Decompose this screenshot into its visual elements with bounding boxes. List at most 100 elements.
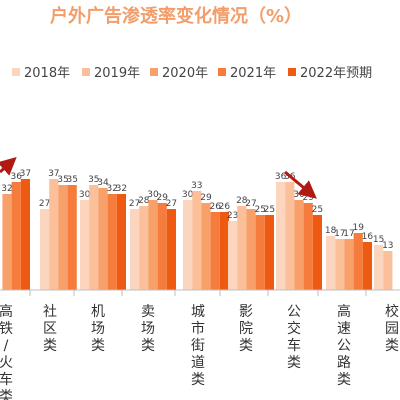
data-label-6-0: 36 <box>275 172 287 182</box>
trend-arrow-up <box>0 156 17 176</box>
legend-label-2: 2020年 <box>162 66 208 81</box>
bar-1-1 <box>49 179 59 290</box>
data-label-5-1: 28 <box>236 196 248 206</box>
legend-swatch-1 <box>82 68 90 76</box>
bar-8-0 <box>374 245 384 290</box>
bar-7-0 <box>326 236 336 290</box>
data-label-2-1: 35 <box>88 175 99 185</box>
legend-label-4: 2022年预期 <box>300 66 372 81</box>
bar-2-4 <box>116 194 126 290</box>
data-label-3-4: 27 <box>166 199 177 209</box>
bar-3-2 <box>148 200 158 290</box>
legend-swatch-4 <box>288 68 296 76</box>
data-label-2-3: 32 <box>106 184 117 194</box>
annotations <box>0 156 317 199</box>
bar-4-3 <box>210 212 220 290</box>
data-label-3-1: 28 <box>138 196 150 206</box>
bar-5-2 <box>246 209 256 290</box>
data-label-7-4: 16 <box>362 232 374 242</box>
data-label-2-2: 34 <box>97 178 109 188</box>
data-label-0-4: 37 <box>20 169 31 179</box>
x-tick-label-8: 校园类 <box>385 303 399 354</box>
bar-0-2 <box>2 194 12 290</box>
bar-8-1 <box>383 251 393 290</box>
legend-label-0: 2018年 <box>24 66 70 81</box>
x-tick-label-3: 卖场类 <box>141 304 155 354</box>
bar-4-0 <box>183 200 193 290</box>
bar-5-1 <box>237 206 247 290</box>
bar-6-0 <box>276 182 286 290</box>
x-tick-label-5: 影院类 <box>239 304 253 354</box>
bar-5-4 <box>264 215 274 290</box>
legend-label-3: 2021年 <box>230 66 276 81</box>
bar-3-0 <box>130 209 140 290</box>
bar-4-2 <box>201 203 211 290</box>
data-label-4-1: 33 <box>191 181 202 191</box>
data-label-6-3: 29 <box>302 193 314 203</box>
bar-1-0 <box>40 209 50 290</box>
bar-3-4 <box>166 209 176 290</box>
data-label-1-3: 35 <box>66 175 77 185</box>
bar-7-1 <box>335 239 345 290</box>
legend-label-1: 2019年 <box>94 66 140 81</box>
legend-swatch-2 <box>150 68 158 76</box>
bar-2-1 <box>89 185 99 290</box>
x-tick-label-1: 社区类 <box>43 304 57 354</box>
chart-title: 户外广告渗透率变化情况（%） <box>50 5 302 27</box>
data-label-8-1: 13 <box>382 241 393 251</box>
bar-0-4 <box>20 179 30 290</box>
bar-4-4 <box>219 212 229 290</box>
data-label-1-1: 37 <box>48 169 59 179</box>
legend-swatch-0 <box>12 68 20 76</box>
data-label-4-0: 30 <box>182 190 194 200</box>
bar-1-3 <box>67 185 77 290</box>
data-label-1-2: 35 <box>57 175 68 185</box>
data-label-7-3: 19 <box>352 223 364 233</box>
x-axis: 高铁/火车类 社区类 机场类 卖场类 城市街道类 影院类 公交车类 高速公路类 校园类 <box>0 289 400 400</box>
data-label-0-3: 36 <box>10 172 22 182</box>
data-label-5-4: 25 <box>264 205 275 215</box>
bar-6-4 <box>312 215 322 290</box>
bar-5-3 <box>255 215 265 290</box>
bar-5-0 <box>228 221 238 290</box>
data-label-5-3: 25 <box>254 205 265 215</box>
bar-1-2 <box>58 185 68 290</box>
bar-7-2 <box>344 239 354 290</box>
data-label-1-0: 27 <box>39 199 50 209</box>
data-label-7-0: 18 <box>325 226 337 236</box>
bar-2-0 <box>80 200 90 290</box>
legend: 2018年 2019年 2020年 2021年 2022年预期 <box>12 66 372 81</box>
data-label-5-2: 27 <box>245 199 256 209</box>
x-tick-label-6: 公交车类 <box>287 304 301 371</box>
x-tick-label-0: 高铁/火车类 <box>0 303 13 400</box>
x-tick-label-7: 高速公路类 <box>337 303 351 388</box>
x-tick-label-4: 城市街道类 <box>191 304 205 388</box>
data-label-6-4: 25 <box>312 205 323 215</box>
data-label-2-0: 30 <box>79 190 91 200</box>
plot-area: 3236372737353530353432322728302927303329… <box>1 169 394 290</box>
bar-7-3 <box>353 233 363 290</box>
data-label-7-1: 17 <box>334 229 345 239</box>
data-label-4-4: 26 <box>219 202 231 212</box>
data-label-3-2: 30 <box>147 190 159 200</box>
bar-3-1 <box>139 206 149 290</box>
bar-6-2 <box>294 200 304 290</box>
data-label-3-3: 29 <box>156 193 168 203</box>
bar-2-2 <box>98 188 108 290</box>
trend-arrow-down <box>284 170 317 199</box>
legend-swatch-3 <box>218 68 226 76</box>
bar-2-3 <box>107 194 117 290</box>
data-label-3-0: 27 <box>129 199 140 209</box>
x-tick-label-2: 机场类 <box>91 304 105 354</box>
bar-6-1 <box>285 182 295 290</box>
data-label-2-4: 32 <box>116 184 127 194</box>
bar-4-1 <box>192 191 202 290</box>
data-label-4-2: 29 <box>200 193 212 203</box>
bar-7-4 <box>362 242 372 290</box>
data-label-5-0: 23 <box>227 211 238 221</box>
bar-0-3 <box>11 182 21 290</box>
data-label-0-2: 32 <box>1 184 12 194</box>
data-label-4-3: 26 <box>209 202 221 212</box>
bar-6-3 <box>303 203 313 290</box>
